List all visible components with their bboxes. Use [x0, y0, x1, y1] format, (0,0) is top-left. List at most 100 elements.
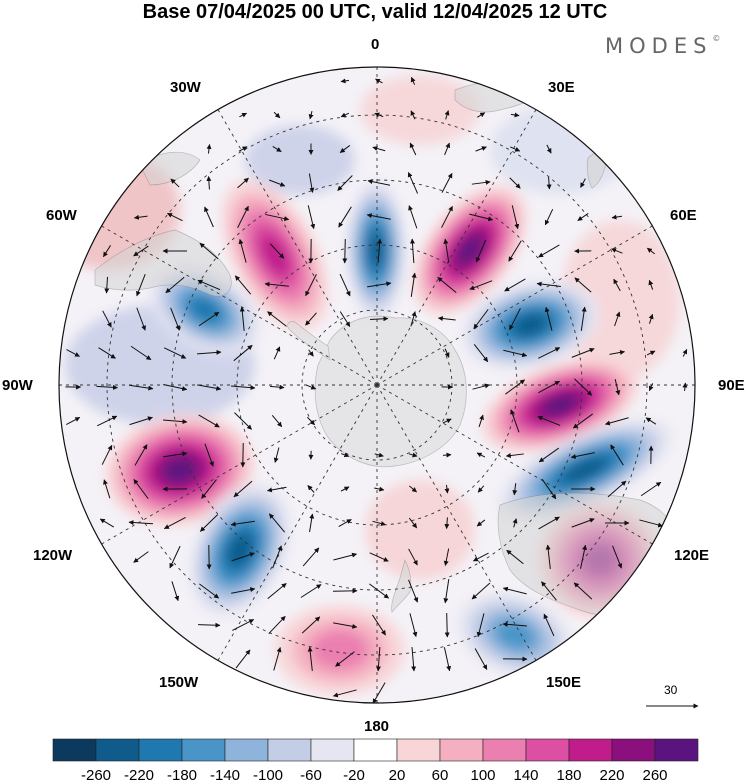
wind-vector — [338, 519, 352, 527]
wind-vector — [505, 453, 524, 459]
anomaly-pos-east-30e — [413, 185, 527, 315]
wind-vector — [308, 349, 314, 357]
colorbar-tick-label: 140 — [513, 767, 538, 783]
wind-vector — [409, 142, 417, 156]
wind-vector — [538, 380, 560, 394]
lon-label-120e: 120E — [674, 547, 710, 564]
wind-vector — [196, 349, 222, 355]
wind-vector — [133, 214, 148, 220]
wind-vector — [639, 519, 664, 528]
wind-vector — [230, 520, 255, 527]
wind-vector — [408, 452, 418, 458]
wind-vector — [443, 579, 450, 604]
wind-vector — [478, 414, 484, 428]
wind-vector — [476, 452, 486, 458]
wind-vector — [268, 513, 286, 533]
wind-vector — [372, 146, 386, 152]
wind-vector — [471, 179, 491, 185]
wind-vector — [577, 213, 589, 221]
wind-vector — [543, 613, 555, 637]
wind-vector — [536, 281, 561, 287]
wind-vector — [477, 485, 485, 493]
wind-vector — [410, 311, 417, 327]
wind-vector — [538, 447, 560, 463]
wind-vector — [332, 689, 357, 698]
lon-label-150e: 150E — [546, 674, 582, 691]
background-wash-4 — [365, 480, 475, 580]
wind-vector — [510, 409, 520, 433]
wind-vector — [340, 486, 350, 492]
wind-vector — [572, 413, 593, 429]
wind-vector — [130, 345, 152, 361]
wind-vector — [613, 278, 621, 292]
background-wash-5 — [245, 125, 355, 195]
colorbar-swatch-12 — [568, 738, 613, 762]
wind-vector — [136, 273, 146, 297]
wind-vector — [511, 205, 520, 230]
colorbar-tick-label: 180 — [556, 767, 581, 783]
wind-vector — [476, 519, 486, 527]
wind-vector — [265, 213, 290, 222]
colorbar-tick-label: -140 — [210, 767, 240, 783]
wind-vector — [340, 452, 350, 458]
wind-vector — [268, 615, 286, 635]
wind-vector — [340, 112, 350, 118]
wind-vector — [546, 176, 552, 190]
wind-vector — [333, 552, 358, 561]
wind-vector — [273, 646, 282, 671]
wind-vector — [272, 145, 282, 153]
wind-vector — [133, 478, 149, 499]
wind-vector — [571, 518, 595, 528]
wind-vector — [307, 416, 315, 426]
wind-vector — [504, 278, 526, 292]
wind-vector — [206, 175, 212, 190]
wind-vector — [66, 349, 80, 357]
wind-vector — [375, 78, 383, 84]
wind-vector — [339, 273, 351, 297]
wind-vector — [472, 383, 490, 390]
wind-vector — [99, 518, 115, 528]
wind-vector — [237, 177, 249, 189]
wind-vector — [198, 622, 221, 628]
wind-vector — [335, 651, 355, 667]
wind-vector — [469, 213, 494, 222]
wind-vector — [204, 443, 214, 467]
colorbar-swatch-13 — [611, 738, 656, 762]
wind-vector — [162, 419, 188, 425]
wind-vector — [198, 414, 220, 428]
wind-vectors — [65, 76, 688, 703]
wind-vector — [234, 412, 252, 430]
wind-vector — [570, 452, 595, 459]
wind-vector — [509, 177, 521, 189]
wind-vector — [573, 378, 593, 396]
wind-vector — [238, 238, 247, 263]
wind-vector — [441, 172, 453, 193]
wind-vector — [273, 111, 281, 119]
wind-vector — [682, 382, 688, 392]
latitude-circle — [106, 114, 648, 656]
wind-vector — [369, 552, 389, 562]
wind-vector — [272, 545, 283, 569]
wind-vector — [235, 649, 251, 669]
wind-vector — [648, 313, 654, 324]
wind-vector — [98, 347, 116, 359]
wind-vector — [648, 383, 654, 392]
wind-vector — [231, 587, 256, 594]
colorbar-swatch-11 — [525, 738, 570, 762]
wind-vector — [302, 547, 320, 567]
colorbar-swatch-5 — [267, 738, 312, 762]
wind-vector — [437, 316, 456, 322]
reference-vector-label: 30 — [664, 683, 678, 697]
wind-vector — [580, 178, 586, 188]
lon-label-30e: 30E — [548, 79, 575, 96]
wind-vector — [308, 111, 314, 120]
brand-logo: MODES© — [605, 34, 721, 58]
wind-vector — [538, 516, 560, 530]
wind-vector — [611, 248, 623, 254]
wind-vector — [410, 272, 417, 297]
new-zealand — [391, 559, 412, 613]
wind-vector — [443, 548, 450, 566]
lon-label-180: 180 — [364, 718, 390, 735]
wind-vector — [538, 244, 560, 258]
wind-vector — [441, 205, 453, 228]
